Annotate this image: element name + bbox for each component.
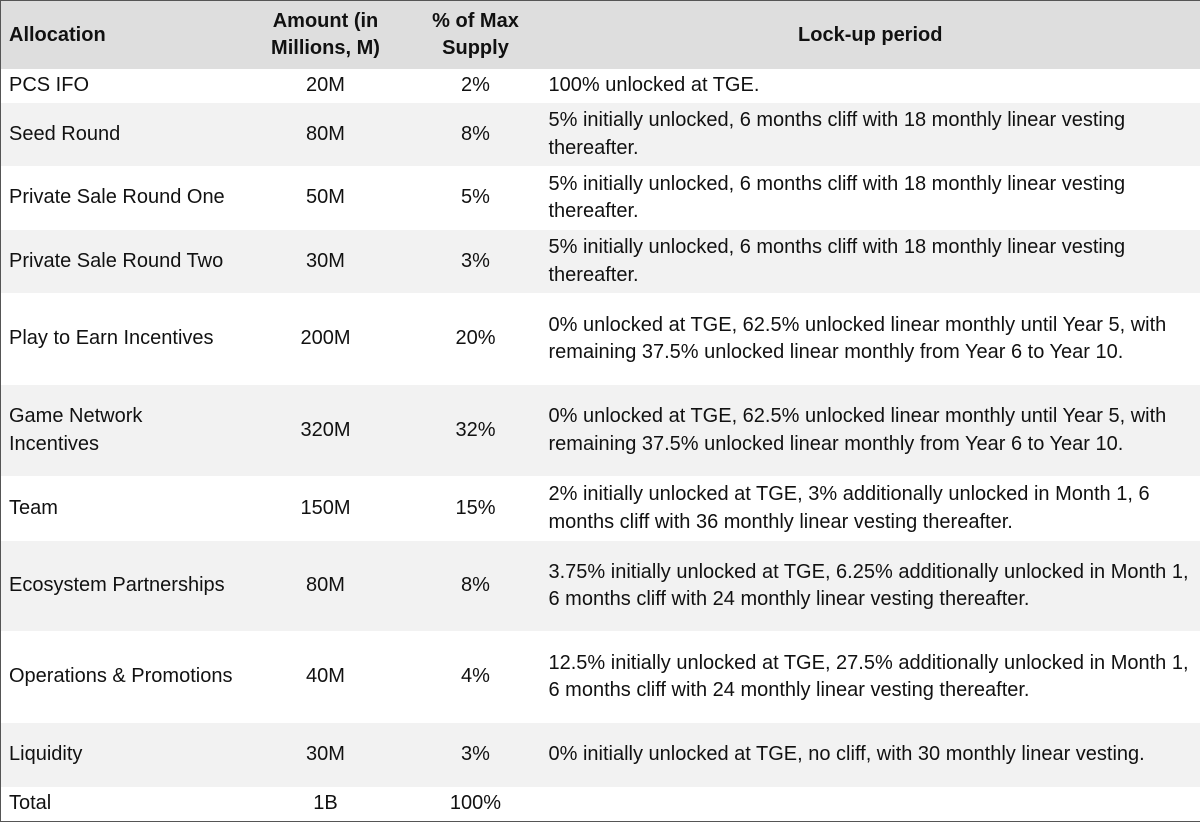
cell-amount: 30M bbox=[241, 230, 411, 293]
cell-amount: 50M bbox=[241, 166, 411, 230]
cell-lockup bbox=[541, 787, 1200, 821]
cell-lockup: 5% initially unlocked, 6 months cliff wi… bbox=[541, 166, 1200, 230]
cell-amount: 1B bbox=[241, 787, 411, 821]
cell-amount: 40M bbox=[241, 631, 411, 723]
cell-amount: 30M bbox=[241, 723, 411, 787]
cell-lockup: 5% initially unlocked, 6 months cliff wi… bbox=[541, 103, 1200, 166]
header-lockup: Lock-up period bbox=[541, 1, 1200, 70]
cell-allocation: Private Sale Round Two bbox=[1, 230, 241, 293]
cell-percent: 20% bbox=[411, 293, 541, 385]
header-allocation: Allocation bbox=[1, 1, 241, 70]
cell-allocation: Team bbox=[1, 476, 241, 541]
cell-percent: 32% bbox=[411, 385, 541, 476]
cell-amount: 150M bbox=[241, 476, 411, 541]
cell-allocation: Play to Earn Incentives bbox=[1, 293, 241, 385]
cell-allocation: Liquidity bbox=[1, 723, 241, 787]
cell-percent: 4% bbox=[411, 631, 541, 723]
cell-lockup: 5% initially unlocked, 6 months cliff wi… bbox=[541, 230, 1200, 293]
cell-percent: 15% bbox=[411, 476, 541, 541]
cell-lockup: 100% unlocked at TGE. bbox=[541, 69, 1200, 103]
cell-amount: 320M bbox=[241, 385, 411, 476]
cell-percent: 100% bbox=[411, 787, 541, 821]
header-percent: % of Max Supply bbox=[411, 1, 541, 70]
cell-percent: 5% bbox=[411, 166, 541, 230]
cell-percent: 8% bbox=[411, 541, 541, 631]
cell-allocation: Seed Round bbox=[1, 103, 241, 166]
cell-allocation: Total bbox=[1, 787, 241, 821]
cell-lockup: 0% initially unlocked at TGE, no cliff, … bbox=[541, 723, 1200, 787]
cell-percent: 3% bbox=[411, 723, 541, 787]
cell-amount: 80M bbox=[241, 541, 411, 631]
cell-percent: 2% bbox=[411, 69, 541, 103]
cell-lockup: 0% unlocked at TGE, 62.5% unlocked linea… bbox=[541, 385, 1200, 476]
cell-percent: 3% bbox=[411, 230, 541, 293]
cell-allocation: PCS IFO bbox=[1, 69, 241, 103]
cell-amount: 20M bbox=[241, 69, 411, 103]
cell-allocation: Game Network Incentives bbox=[1, 385, 241, 476]
cell-allocation: Private Sale Round One bbox=[1, 166, 241, 230]
cell-allocation: Operations & Promotions bbox=[1, 631, 241, 723]
header-amount: Amount (in Millions, M) bbox=[241, 1, 411, 70]
cell-allocation: Ecosystem Partnerships bbox=[1, 541, 241, 631]
cell-lockup: 12.5% initially unlocked at TGE, 27.5% a… bbox=[541, 631, 1200, 723]
cell-amount: 200M bbox=[241, 293, 411, 385]
cell-lockup: 0% unlocked at TGE, 62.5% unlocked linea… bbox=[541, 293, 1200, 385]
cell-lockup: 3.75% initially unlocked at TGE, 6.25% a… bbox=[541, 541, 1200, 631]
cell-lockup: 2% initially unlocked at TGE, 3% additio… bbox=[541, 476, 1200, 541]
cell-amount: 80M bbox=[241, 103, 411, 166]
cell-percent: 8% bbox=[411, 103, 541, 166]
